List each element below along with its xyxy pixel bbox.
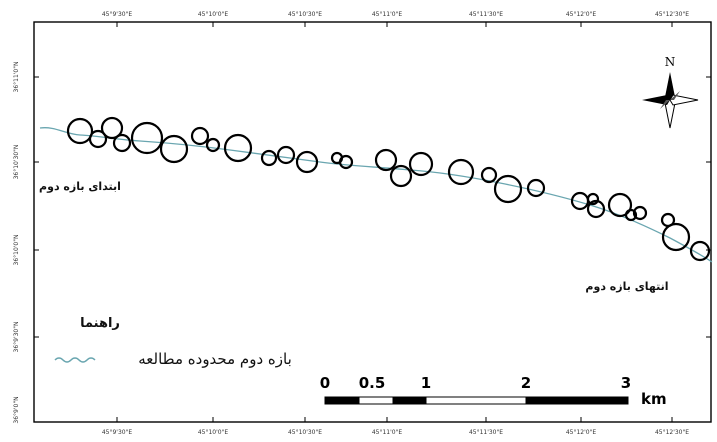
meander-circles <box>66 116 711 262</box>
scale-tick-label: 0 <box>320 374 330 392</box>
scale-tick-label: 3 <box>621 374 631 392</box>
north-arrow-icon: N <box>642 55 699 129</box>
river-reach-line <box>39 127 713 263</box>
meander-circle <box>493 174 523 204</box>
top-label: 45°10'30"E <box>288 11 322 18</box>
scale-bar: 0 0.5 1 2 3 km <box>320 374 667 408</box>
bottom-label: 45°10'30"E <box>288 429 322 436</box>
scale-tick-label: 1 <box>421 374 431 392</box>
scale-tick-label: 2 <box>521 374 531 392</box>
meander-circle <box>408 151 434 177</box>
meander-circle <box>190 126 210 146</box>
top-label: 45°10'0"E <box>198 11 228 18</box>
bottom-label: 45°11'0"E <box>372 429 402 436</box>
meander-circle <box>607 192 633 218</box>
left-label: 36°9'30"N <box>13 322 20 353</box>
bottom-label: 45°12'30"E <box>655 429 689 436</box>
meander-circle <box>374 148 398 172</box>
left-label: 36°11'0"N <box>13 62 20 93</box>
meander-circle <box>624 208 638 222</box>
meander-circle <box>100 116 124 140</box>
left-label: 36°9'0"N <box>13 396 20 423</box>
meander-circle <box>586 192 600 206</box>
meander-circle <box>66 117 94 145</box>
meander-circle <box>112 133 132 153</box>
top-label: 45°12'30"E <box>655 11 689 18</box>
left-graticule-labels: 36°11'0"N 36°10'30"N 36°10'0"N 36°9'30"N… <box>13 62 20 424</box>
meander-circle <box>88 129 108 149</box>
north-label: N <box>665 55 676 69</box>
top-label: 45°11'30"E <box>469 11 503 18</box>
meander-circle <box>661 222 691 252</box>
meander-circle <box>526 178 546 198</box>
meander-circle <box>260 149 278 167</box>
top-label: 45°12'0"E <box>566 11 596 18</box>
scale-tick-label: 0.5 <box>359 374 386 392</box>
meander-circle <box>295 150 319 174</box>
top-label: 45°9'30"E <box>102 11 132 18</box>
meander-circle <box>447 158 475 186</box>
left-label: 36°10'0"N <box>13 235 20 266</box>
bottom-label: 45°11'30"E <box>469 429 503 436</box>
meander-circle <box>632 205 648 221</box>
reach-start-label: ابتدای بازه دوم <box>39 180 121 193</box>
meander-circle <box>689 240 711 262</box>
meander-circle <box>480 166 498 184</box>
meander-circle <box>276 145 296 165</box>
top-graticule-labels: 45°9'30"E 45°10'0"E 45°10'30"E 45°11'0"E… <box>102 11 689 18</box>
scale-unit-label: km <box>641 390 667 408</box>
left-label: 36°10'30"N <box>13 145 20 180</box>
bottom-graticule-labels: 45°9'30"E 45°10'0"E 45°10'30"E 45°11'0"E… <box>102 429 689 436</box>
bottom-label: 45°10'0"E <box>198 429 228 436</box>
meander-circle <box>223 133 253 163</box>
legend-item-label: بازه دوم محدوده مطالعه <box>138 350 292 368</box>
meander-circle <box>205 137 221 153</box>
bottom-label: 45°12'0"E <box>566 429 596 436</box>
graticule-ticks <box>34 22 711 422</box>
meander-circle <box>130 121 164 155</box>
legend-river-symbol <box>54 357 96 363</box>
reach-end-label: انتهای بازه دوم <box>585 280 668 293</box>
meander-circle <box>389 164 413 188</box>
top-label: 45°11'0"E <box>372 11 402 18</box>
map-frame <box>33 21 712 423</box>
legend-title: راهنما <box>80 316 120 331</box>
meander-circle <box>338 154 354 170</box>
bottom-label: 45°9'30"E <box>102 429 132 436</box>
meander-circle <box>159 134 189 164</box>
meander-circle <box>586 199 606 219</box>
